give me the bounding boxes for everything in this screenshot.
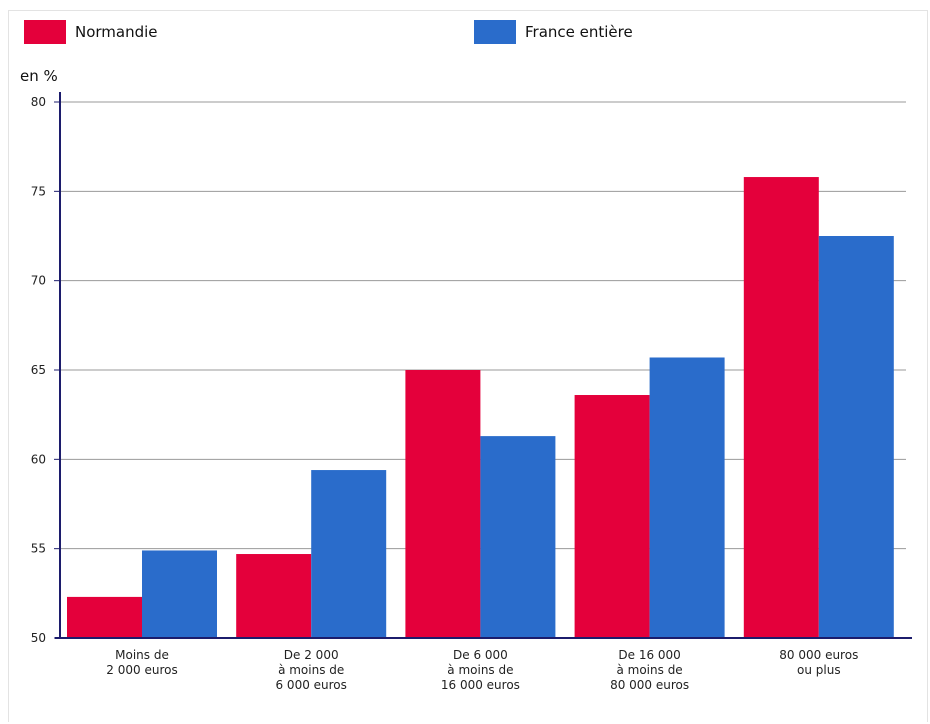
tick-labels: 50 55 60 65 70 75 80 Moins de 2 000 euros De 2 00…: [31, 95, 859, 692]
legend-swatch-normandie: [24, 20, 66, 44]
y-tick-label-60: 60: [31, 452, 46, 466]
y-tick-label-80: 80: [31, 95, 46, 109]
bar-france-4: [818, 236, 894, 638]
legend-label-normandie: Normandie: [75, 23, 158, 41]
bar-france-0: [142, 550, 217, 638]
axes: [54, 92, 912, 639]
bar-france-3: [649, 357, 725, 638]
bar-normandie-4: [743, 177, 819, 639]
bars: [67, 177, 894, 639]
legend-item-france: France entière: [474, 20, 633, 44]
y-tick-label-50: 50: [31, 631, 46, 645]
x-tick-label-2: De 6 000 à moins de 16 000 euros: [441, 648, 520, 692]
legend-label-france: France entière: [525, 23, 633, 41]
y-tick-label-65: 65: [31, 363, 46, 377]
x-tick-label-3: De 16 000 à moins de 80 000 euros: [610, 648, 689, 692]
x-tick-label-0: Moins de 2 000 euros: [106, 648, 177, 677]
bar-normandie-2: [405, 370, 481, 638]
legend-item-normandie: Normandie: [24, 20, 158, 44]
bar-normandie-0: [67, 596, 142, 638]
x-tick-label-1: De 2 000 à moins de 6 000 euros: [275, 648, 346, 692]
y-axis-unit-label: en %: [20, 67, 58, 85]
y-tick-label-75: 75: [31, 184, 46, 198]
x-tick-label-4: 80 000 euros ou plus: [779, 648, 858, 677]
bar-normandie-1: [236, 554, 312, 638]
y-tick-label-55: 55: [31, 542, 46, 556]
legend-swatch-france: [474, 20, 516, 44]
bar-normandie-3: [574, 395, 650, 638]
y-tick-label-70: 70: [31, 274, 46, 288]
bar-france-2: [480, 436, 556, 638]
chart-frame: [8, 10, 928, 722]
bar-france-1: [311, 470, 387, 638]
